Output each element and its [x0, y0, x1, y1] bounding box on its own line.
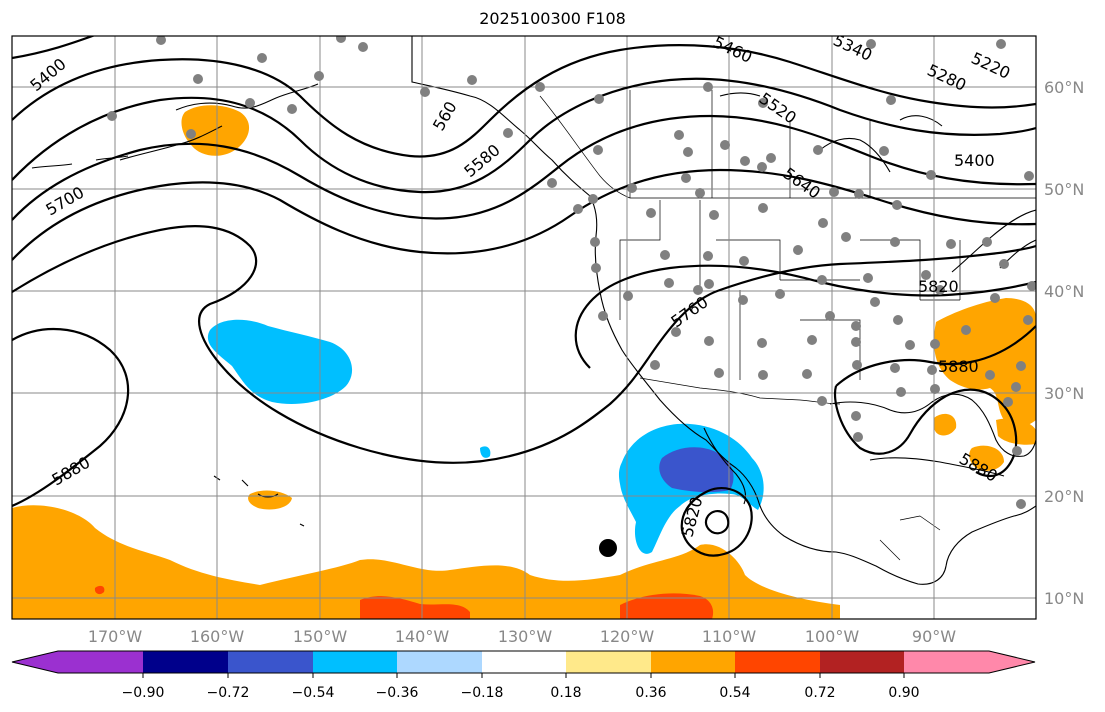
colorbar-segment — [904, 651, 989, 673]
colorbar-extend-max — [989, 651, 1035, 673]
colorbar-tick: −0.90 — [122, 685, 165, 701]
lon-label: 120°W — [600, 627, 655, 646]
lat-label: 20°N — [1044, 487, 1084, 506]
map-frame — [11, 35, 1037, 620]
colorbar-tick: 0.90 — [888, 685, 919, 701]
colorbar-segment — [651, 651, 735, 673]
lon-label: 90°W — [912, 627, 956, 646]
colorbar-segment — [735, 651, 820, 673]
colorbar-segment — [566, 651, 651, 673]
colorbar-tick: −0.72 — [207, 685, 250, 701]
colorbar-segment — [820, 651, 904, 673]
colorbar-extend-min — [12, 651, 58, 673]
lon-label: 100°W — [805, 627, 860, 646]
map-body: 5400 5460 5340 5220 5280 5520 5400 5580 … — [12, 36, 1036, 619]
svg-text:5400: 5400 — [954, 151, 995, 170]
lon-label: 150°W — [293, 627, 348, 646]
colorbar-segment — [482, 651, 566, 673]
colorbar-segment — [313, 651, 397, 673]
colorbar-tick: −0.18 — [461, 685, 504, 701]
lat-label: 60°N — [1044, 78, 1084, 97]
lon-label: 130°W — [498, 627, 553, 646]
colorbar-segment — [397, 651, 482, 673]
longitude-labels: 170°W 160°W 150°W 140°W 130°W 120°W 110°… — [88, 627, 956, 646]
colorbar-tick: −0.36 — [376, 685, 419, 701]
colorbar-tick: 0.72 — [804, 685, 835, 701]
svg-text:5880: 5880 — [938, 357, 979, 376]
storm-center-marker — [599, 539, 617, 557]
colorbar-segment — [228, 651, 313, 673]
colorbar-segment — [58, 651, 143, 673]
colorbar-tick: 0.18 — [550, 685, 581, 701]
colorbar-tick: 0.36 — [635, 685, 666, 701]
colorbar-tick: 0.54 — [719, 685, 750, 701]
lon-label: 110°W — [702, 627, 757, 646]
lon-label: 170°W — [88, 627, 143, 646]
lat-label: 10°N — [1044, 589, 1084, 608]
colorbar-segment — [143, 651, 228, 673]
svg-text:5820: 5820 — [918, 277, 959, 296]
map-title: 2025100300 F108 — [479, 9, 626, 28]
station-markers — [107, 36, 1036, 509]
lat-label: 30°N — [1044, 384, 1084, 403]
lat-label: 40°N — [1044, 282, 1084, 301]
lon-label: 140°W — [395, 627, 450, 646]
lon-label: 160°W — [190, 627, 245, 646]
colorbar-tick: −0.54 — [292, 685, 335, 701]
latitude-labels: 60°N 50°N 40°N 30°N 20°N 10°N — [1044, 78, 1084, 608]
lat-label: 50°N — [1044, 180, 1084, 199]
colorbar: −0.90 −0.72 −0.54 −0.36 −0.18 0.18 0.36 … — [11, 650, 1036, 701]
political-borders — [539, 90, 1036, 561]
